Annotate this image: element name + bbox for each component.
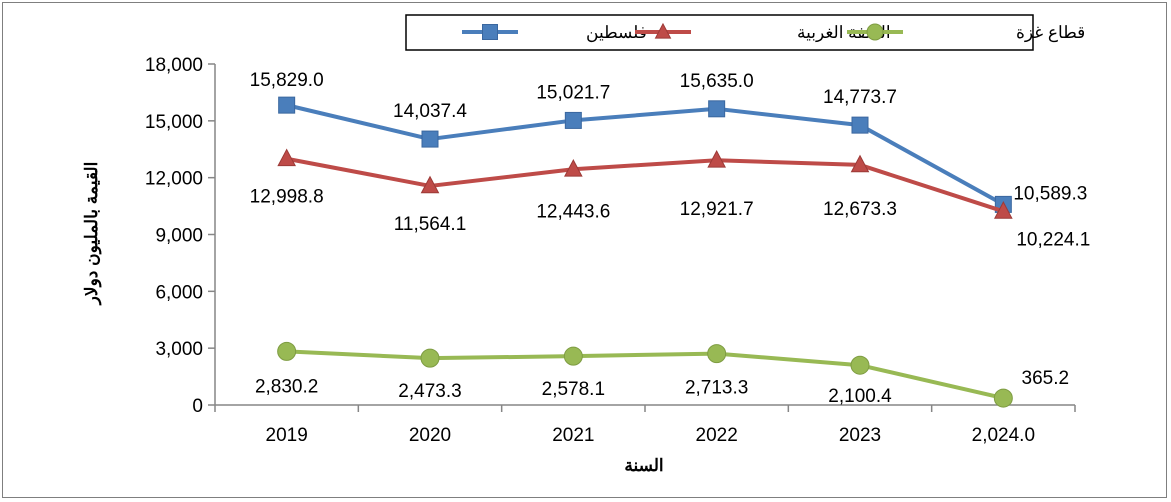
data-point-circle <box>850 355 870 375</box>
data-label: 15,021.7 <box>536 82 610 103</box>
x-tick-label: 2022 <box>696 425 738 446</box>
x-tick-labels: 2019 2020 2021 2022 2023 2,024.0 <box>266 425 1036 446</box>
data-labels: 15,829.0 14,037.4 15,021.7 15,635.0 14,773.7… <box>250 70 1091 407</box>
y-tick-labels: 0 3,000 6,000 9,000 12,000 15,000 18,000 <box>145 55 203 417</box>
data-point-circle <box>993 388 1013 408</box>
y-tick-label: 12,000 <box>145 169 203 190</box>
legend-entry: فلسطين <box>462 23 647 43</box>
data-point-circle <box>277 341 297 361</box>
legend-entry: قطاع غزة <box>847 23 1085 43</box>
data-label: 2,713.3 <box>685 378 748 399</box>
data-label: 12,998.8 <box>250 187 324 208</box>
legend-label: الضفة الغربية <box>797 23 891 43</box>
legend: فلسطين الضفة الغربية قطاع غزة <box>405 14 1085 51</box>
data-label: 12,443.6 <box>536 201 610 222</box>
y-tick-label: 15,000 <box>145 112 203 133</box>
data-label: 2,473.3 <box>398 381 461 402</box>
x-tick-label: 2020 <box>409 425 451 446</box>
x-tick-label: 2019 <box>266 425 308 446</box>
data-label: 15,829.0 <box>250 70 324 91</box>
data-point-square <box>278 96 296 114</box>
data-point-triangle <box>277 148 296 167</box>
legend-label: فلسطين <box>586 23 647 43</box>
data-point-square <box>851 116 869 134</box>
data-label: 11,564.1 <box>394 214 467 235</box>
x-tick-label: 2,024.0 <box>972 425 1035 446</box>
x-tick-label: 2023 <box>839 425 881 446</box>
data-label: 10,589.3 <box>1013 183 1087 204</box>
legend-label: قطاع غزة <box>1016 23 1085 43</box>
series-2 <box>277 341 1013 408</box>
data-point-square <box>708 100 726 118</box>
data-point-triangle <box>994 201 1013 219</box>
data-point-circle <box>420 348 440 368</box>
legend-entry: الضفة الغربية <box>635 22 891 43</box>
data-label: 365.2 <box>1022 368 1070 389</box>
y-axis-title: القيمة بالمليون دولار <box>82 162 102 307</box>
data-point-triangle <box>564 159 583 177</box>
data-label: 14,773.7 <box>823 87 897 108</box>
data-label: 10,224.1 <box>1016 229 1090 250</box>
y-tick-label: 6,000 <box>155 282 203 303</box>
data-point-square <box>482 24 498 40</box>
data-point-square <box>421 130 439 148</box>
data-label: 2,830.2 <box>255 376 318 397</box>
series-group <box>277 96 1013 408</box>
data-label: 2,578.1 <box>542 379 605 400</box>
y-tick-label: 0 <box>192 396 203 417</box>
axes <box>208 63 1076 412</box>
data-label: 14,037.4 <box>393 101 467 122</box>
data-point-circle <box>866 23 884 41</box>
data-point-triangle <box>654 22 672 39</box>
data-label: 12,673.3 <box>823 199 897 220</box>
data-point-triangle <box>850 154 870 173</box>
y-tick-label: 3,000 <box>155 339 203 360</box>
data-point-circle <box>707 344 727 364</box>
series-line <box>286 103 1005 207</box>
data-point-triangle <box>707 149 726 168</box>
x-axis-title: السنة <box>624 456 663 475</box>
data-label: 15,635.0 <box>680 71 754 92</box>
data-point-triangle <box>420 175 440 194</box>
data-label: 12,921.7 <box>680 199 754 220</box>
series-1 <box>277 148 1013 219</box>
y-tick-label: 18,000 <box>145 55 203 76</box>
series-line <box>286 349 1004 401</box>
data-label: 2,100.4 <box>828 386 892 407</box>
x-tick-label: 2021 <box>552 425 594 446</box>
series-line <box>286 156 1004 214</box>
y-tick-label: 9,000 <box>155 226 203 247</box>
data-point-circle <box>563 346 583 366</box>
data-point-square <box>564 111 582 129</box>
series-0 <box>278 96 1012 213</box>
